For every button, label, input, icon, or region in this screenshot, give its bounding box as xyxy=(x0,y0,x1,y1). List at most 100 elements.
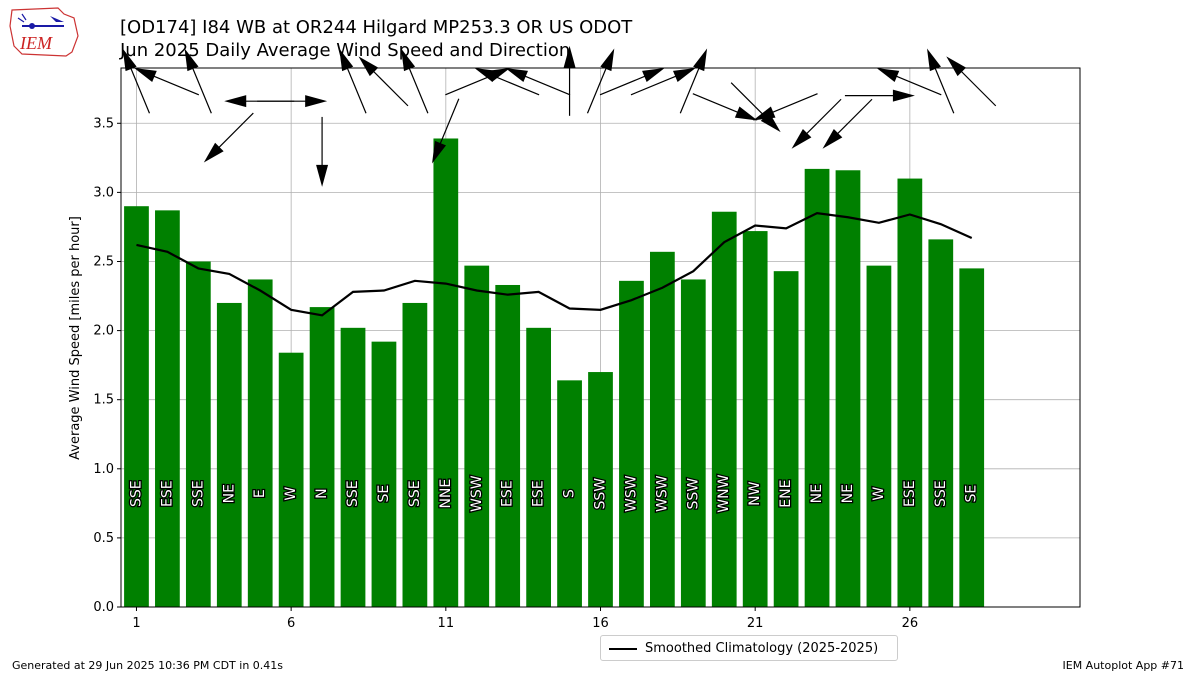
direction-label: WSW xyxy=(623,475,639,512)
x-tick-label: 6 xyxy=(287,616,295,631)
chart-title: [OD174] I84 WB at OR244 Hilgard MP253.3 … xyxy=(120,17,633,38)
bar-day-16 xyxy=(588,372,613,607)
wind-arrow xyxy=(505,68,571,96)
direction-label: NE xyxy=(840,484,856,503)
bar-day-8 xyxy=(340,327,366,607)
bar-day-19 xyxy=(680,279,706,607)
direction-label: WNW xyxy=(716,474,732,512)
wind-arrow xyxy=(876,68,942,96)
app-credit: IEM Autoplot App #71 xyxy=(1062,659,1185,672)
direction-label: S xyxy=(562,489,578,498)
wind-arrow xyxy=(203,112,254,163)
direction-label: SSE xyxy=(128,480,144,507)
bar-day-5 xyxy=(247,279,273,607)
direction-label: W xyxy=(283,487,299,501)
bar-day-10 xyxy=(402,302,428,607)
x-tick-label: 26 xyxy=(902,616,919,631)
bars xyxy=(124,138,985,608)
direction-label: NNE xyxy=(438,479,454,509)
bar-day-3 xyxy=(185,261,211,607)
wind-arrow xyxy=(844,89,915,102)
x-tick-label: 21 xyxy=(747,616,764,631)
direction-label: SSW xyxy=(685,478,701,510)
bar-day-6 xyxy=(278,352,304,607)
bar-day-15 xyxy=(557,380,582,607)
climatology-line xyxy=(136,211,973,317)
bar-day-2 xyxy=(155,210,180,607)
direction-label: SSE xyxy=(933,480,949,507)
wind-arrow xyxy=(630,68,696,96)
bar-day-11 xyxy=(433,138,459,607)
wind-arrow xyxy=(563,45,576,116)
direction-label: SSW xyxy=(593,478,609,510)
direction-label: ESE xyxy=(902,480,918,507)
y-tick-label: 1.5 xyxy=(93,393,114,408)
direction-label: WSW xyxy=(469,475,485,512)
direction-label: SE xyxy=(964,485,980,503)
wind-arrow xyxy=(339,48,367,114)
wind-arrow xyxy=(692,93,758,121)
direction-label: NE xyxy=(809,484,825,503)
wind-arrow xyxy=(679,48,708,114)
wind-arrow xyxy=(791,98,842,149)
wind-arrow xyxy=(401,48,429,114)
direction-label: WSW xyxy=(654,475,670,512)
wind-arrow xyxy=(432,98,460,164)
direction-label: ESE xyxy=(531,480,547,507)
wind-arrows xyxy=(122,45,997,187)
direction-label: W xyxy=(871,487,887,501)
direction-label: NE xyxy=(221,484,237,503)
wind-arrow xyxy=(134,68,200,96)
bar-day-13 xyxy=(495,284,521,607)
direction-label: N xyxy=(314,488,330,498)
chart-subtitle: Jun 2025 Daily Average Wind Speed and Di… xyxy=(120,40,571,61)
wind-arrow xyxy=(257,95,328,108)
wind-arrow xyxy=(184,48,212,114)
y-tick-label: 0.5 xyxy=(93,531,114,546)
iem-logo: IEM xyxy=(9,7,79,57)
wind-arrow xyxy=(122,48,151,114)
bar-day-21 xyxy=(742,231,768,608)
x-tick-label: 11 xyxy=(438,616,455,631)
wind-arrow xyxy=(730,82,781,133)
bar-day-18 xyxy=(649,251,675,608)
wind-arrow xyxy=(752,93,818,121)
bar-day-24 xyxy=(835,170,861,607)
direction-label: SSE xyxy=(345,480,361,507)
y-tick-label: 3.0 xyxy=(93,185,114,200)
direction-label: NW xyxy=(747,481,763,505)
bar-day-22 xyxy=(773,271,799,607)
wind-arrow xyxy=(316,116,329,187)
legend: Smoothed Climatology (2025-2025) xyxy=(600,635,898,661)
bar-day-1 xyxy=(124,206,149,607)
bar-day-23 xyxy=(804,168,830,607)
bar-day-9 xyxy=(371,341,397,607)
y-axis-label: Average Wind Speed [miles per hour] xyxy=(68,216,83,460)
wind-arrow xyxy=(822,98,873,149)
direction-label: SSE xyxy=(190,480,206,507)
legend-label: Smoothed Climatology (2025-2025) xyxy=(645,641,879,656)
wind-arrow xyxy=(586,48,615,114)
wind-arrow xyxy=(358,56,409,107)
x-tick-label: 1 xyxy=(132,616,140,631)
legend-line-swatch xyxy=(609,648,637,650)
bar-day-4 xyxy=(216,302,242,607)
y-tick-label: 3.5 xyxy=(93,116,114,131)
direction-label: ESE xyxy=(500,480,516,507)
direction-label: E xyxy=(252,489,268,498)
wind-arrow xyxy=(474,68,540,96)
bar-day-20 xyxy=(711,211,737,607)
bar-day-28 xyxy=(959,268,985,607)
axes: 0.00.51.01.52.02.53.03.51 6 11 16 21 26 xyxy=(93,67,1081,631)
direction-label: ESE xyxy=(159,480,175,507)
bar-day-14 xyxy=(526,327,552,607)
generated-timestamp: Generated at 29 Jun 2025 10:36 PM CDT in… xyxy=(12,659,284,672)
direction-label: ENE xyxy=(778,480,794,508)
direction-label: SE xyxy=(376,485,392,503)
bar-day-26 xyxy=(897,178,923,608)
direction-label: SSE xyxy=(407,480,423,507)
y-tick-label: 2.0 xyxy=(93,324,114,339)
direction-labels: SSE ESE SSE NE E W N SSE SE SSE NNE WSW ESE ESE S SSW WS… xyxy=(127,473,981,514)
y-tick-label: 0.0 xyxy=(93,600,114,615)
